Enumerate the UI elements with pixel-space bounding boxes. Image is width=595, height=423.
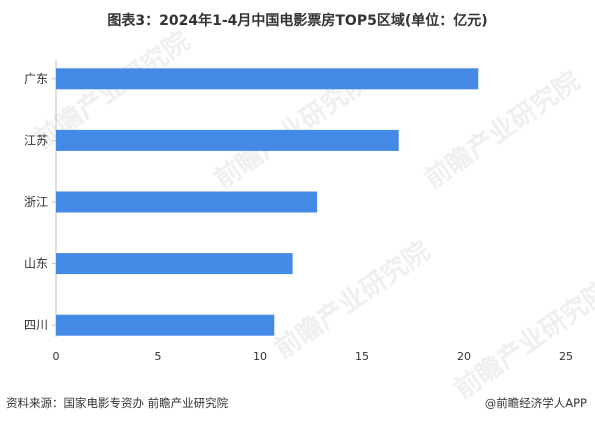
x-tick-label-4: 20: [457, 350, 471, 363]
bar-3: [56, 253, 293, 275]
source-note: 资料来源：国家电影专资办 前瞻产业研究院: [6, 396, 229, 410]
x-tick-label-1: 5: [155, 350, 162, 363]
x-tick-label-0: 0: [53, 350, 60, 363]
y-tick-label-4: 四川: [24, 318, 48, 332]
bar-4: [56, 314, 275, 336]
x-tick-label-2: 10: [253, 350, 267, 363]
y-tick-label-3: 山东: [24, 257, 48, 271]
y-tick-label-2: 浙江: [24, 195, 48, 209]
x-tick-label-5: 25: [559, 350, 573, 363]
bar-0: [56, 68, 479, 90]
y-tick-label-1: 江苏: [24, 133, 48, 147]
bar-2: [56, 191, 318, 213]
chart-title: 图表3：2024年1-4月中国电影票房TOP5区域(单位：亿元): [107, 13, 488, 29]
bar-1: [56, 129, 399, 151]
y-tick-label-0: 广东: [24, 72, 48, 86]
brand-credit: @前瞻经济学人APP: [484, 396, 587, 410]
x-tick-label-3: 15: [355, 350, 369, 363]
